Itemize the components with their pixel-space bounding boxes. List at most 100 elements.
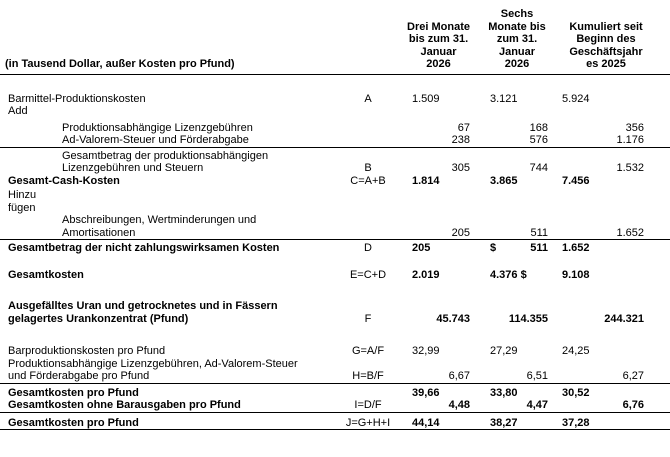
value-cell: 114.355: [472, 313, 548, 326]
value-cell: 1.652: [548, 242, 646, 255]
value-cell: 37,28: [548, 417, 646, 430]
value-cell: 305: [405, 162, 472, 175]
row-label: Ausgefälltes Uran und getrocknetes und i…: [8, 300, 278, 325]
table-row: Gesamt-Cash-Kosten C=A+B 1.814 3.865 7.4…: [0, 175, 670, 188]
row-label: Gesamtkosten pro Pfund: [8, 416, 139, 429]
row-label: Gesamtbetrag der nicht zahlungswirksamen…: [8, 242, 280, 254]
row-ref: A: [364, 92, 372, 105]
value: 2.019: [412, 268, 440, 281]
table-row: Hinzu fügen: [0, 189, 670, 214]
value: 1.652: [616, 226, 644, 239]
table-row: Gesamtkosten E=C+D 2.019 4.376 $ 9.108: [0, 269, 670, 282]
value-cell: 45.743: [405, 313, 472, 326]
table-row: Barproduktionskosten pro Pfund G=A/F 32,…: [0, 345, 670, 358]
value-cell: 238: [405, 134, 472, 147]
value-cell: 9.108: [548, 269, 646, 282]
value-cell: 67: [405, 122, 472, 135]
row-label: Produktionsabhängige Lizenzgebühren: [62, 121, 253, 134]
row-label: Gesamtkosten: [8, 268, 84, 281]
table-row: Produktionsabhängige Lizenzgebühren 67 1…: [0, 122, 670, 135]
row-ref: G=A/F: [351, 345, 385, 357]
value: 356: [625, 121, 644, 134]
value-cell: 168: [472, 122, 548, 135]
row-label: Gesamtkosten pro Pfund: [8, 386, 139, 399]
row-label: Gesamtbetrag der produktionsabhängigen L…: [62, 149, 269, 175]
value: 9.108: [562, 268, 590, 281]
value: 1.814: [412, 174, 440, 187]
column-header-six-months: Sechs Monate bis zum 31. Januar 2026: [488, 8, 546, 70]
value: 511: [530, 242, 548, 254]
row-ref: I=D/F: [354, 399, 382, 411]
value: 6,51: [526, 370, 548, 382]
row-ref: C=A+B: [350, 174, 386, 187]
table-header-row: (in Tausend Dollar, außer Kosten pro Pfu…: [0, 8, 670, 75]
table-row: Gesamtbetrag der nicht zahlungswirksamen…: [0, 240, 670, 255]
value-cell: $511: [472, 242, 548, 255]
value-cell: 33,80: [472, 387, 548, 400]
value: 4.376 $: [490, 268, 527, 281]
value-cell: 6,27: [548, 370, 646, 383]
value-cell: 1.652: [548, 227, 646, 240]
column-header-cumulative: Kumuliert seit Beginn des Geschäftsjahr …: [569, 20, 643, 71]
value: 38,27: [490, 416, 518, 429]
value-cell: 576: [472, 134, 548, 147]
value-cell: 6,67: [405, 370, 472, 383]
value-cell: 4,48: [405, 399, 472, 412]
row-label: Gesamtkosten ohne Barausgaben pro Pfund: [8, 399, 241, 411]
value: 114.355: [508, 312, 548, 325]
table-row: Add: [0, 105, 670, 118]
row-label: Gesamt-Cash-Kosten: [8, 174, 120, 187]
value: 67: [457, 121, 470, 134]
value: 39,66: [412, 386, 440, 399]
value-cell: 1.176: [548, 134, 646, 147]
value-cell: 744: [472, 162, 548, 175]
value: 6,27: [622, 370, 644, 382]
value-cell: 1.509: [405, 93, 472, 106]
value-cell: 3.865: [472, 175, 548, 188]
value-cell: 1.532: [548, 162, 646, 175]
value: 30,52: [562, 386, 590, 399]
row-ref: E=C+D: [349, 268, 387, 281]
value: 1.652: [562, 242, 590, 254]
table-row: Produktionsabhängige Lizenzgebühren, Ad-…: [0, 358, 670, 384]
value: 45.743: [436, 312, 470, 325]
value: 305: [451, 162, 470, 174]
value-cell: 24,25: [548, 345, 646, 358]
value: 4,47: [526, 399, 548, 411]
value: 7.456: [562, 174, 590, 187]
value: 6,67: [448, 370, 470, 382]
value: 168: [529, 121, 548, 134]
table-row: Gesamtbetrag der produktionsabhängigen L…: [0, 150, 670, 175]
row-label: Ad-Valorem-Steuer und Förderabgabe: [62, 134, 249, 146]
table-row: Abschreibungen, Wertminderungen und Amor…: [0, 214, 670, 240]
table-row: Gesamtkosten ohne Barausgaben pro Pfund …: [0, 399, 670, 413]
value: 6,76: [622, 399, 644, 411]
dollar-sign: $: [490, 242, 497, 254]
value: 3.121: [490, 92, 518, 105]
table-row: Gesamtkosten pro Pfund 39,66 33,80 30,52: [0, 384, 670, 400]
value: 244.321: [604, 312, 644, 325]
value-cell: 2.019: [405, 269, 472, 282]
row-ref: H=B/F: [352, 370, 384, 382]
value-cell: 3.121: [472, 93, 548, 106]
value: 24,25: [562, 345, 590, 357]
row-label: Add: [8, 105, 28, 117]
row-label: Hinzu fügen: [8, 189, 37, 214]
value: 238: [451, 134, 470, 146]
row-label: Barproduktionskosten pro Pfund: [8, 345, 166, 357]
table-row: Ad-Valorem-Steuer und Förderabgabe 238 5…: [0, 134, 670, 148]
value-cell: 1.814: [405, 175, 472, 188]
value: 44,14: [412, 416, 440, 429]
value: 511: [530, 226, 548, 239]
value: 205: [412, 242, 431, 254]
value: 205: [451, 226, 470, 239]
table-units-caption: (in Tausend Dollar, außer Kosten pro Pfu…: [5, 58, 235, 70]
value: 32,99: [412, 345, 440, 357]
value-cell: 4.376 $: [472, 269, 548, 282]
row-label: Abschreibungen, Wertminderungen und Amor…: [62, 214, 257, 239]
row-ref: D: [364, 242, 372, 254]
value: 744: [529, 162, 548, 174]
value: 1.176: [616, 134, 644, 146]
table-row: Barmittel-Produktionskosten A 1.509 3.12…: [0, 93, 670, 106]
